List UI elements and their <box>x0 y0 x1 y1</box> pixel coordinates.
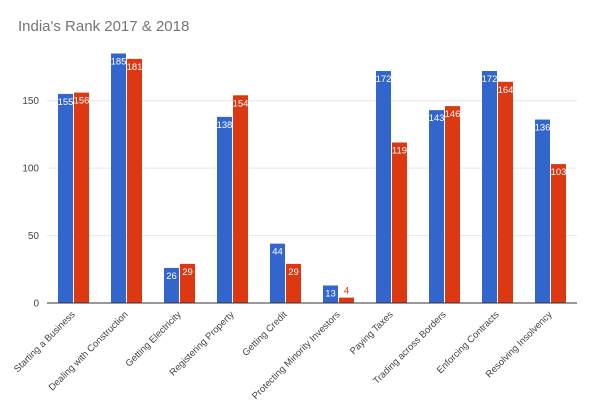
data-label: 146 <box>445 109 461 120</box>
data-label: 154 <box>233 98 249 109</box>
bar <box>535 119 550 303</box>
data-label: 136 <box>535 123 551 134</box>
data-label: 156 <box>74 96 90 107</box>
chart-title: India's Rank 2017 & 2018 <box>18 18 190 35</box>
bar <box>164 267 179 303</box>
data-label: 26 <box>166 271 177 282</box>
x-tick-label: Getting Electricity <box>124 309 184 369</box>
data-label: 172 <box>376 74 392 85</box>
bar <box>286 263 301 303</box>
data-label: 138 <box>217 120 233 131</box>
data-label: 4 <box>344 286 349 297</box>
y-tick-label: 50 <box>28 231 40 242</box>
data-label: 103 <box>551 167 567 178</box>
bar <box>551 164 566 303</box>
bar <box>445 106 460 303</box>
bar <box>233 95 248 303</box>
bar <box>498 81 513 303</box>
data-label: 44 <box>272 247 283 258</box>
bar <box>180 263 195 303</box>
bar <box>429 110 444 303</box>
data-label: 155 <box>58 97 74 108</box>
data-label: 164 <box>498 85 514 96</box>
bar <box>482 71 497 304</box>
y-tick-label: 0 <box>33 299 39 310</box>
data-label: 29 <box>288 267 299 278</box>
data-label: 29 <box>182 267 193 278</box>
data-label: 13 <box>325 288 336 299</box>
x-tick-label: Paying Taxes <box>348 309 396 357</box>
bar <box>74 92 89 303</box>
data-label: 181 <box>127 62 143 73</box>
bar <box>111 53 126 303</box>
data-label: 143 <box>429 113 445 124</box>
bar <box>217 116 232 303</box>
x-tick-label: Protecting Minority Investors <box>250 309 343 402</box>
data-label: 185 <box>111 56 127 67</box>
bar <box>58 93 73 303</box>
bar <box>270 243 285 303</box>
y-tick-label: 100 <box>22 164 39 175</box>
bar <box>339 297 354 303</box>
data-label: 172 <box>482 74 498 85</box>
bar <box>127 58 142 303</box>
bar <box>376 71 391 304</box>
y-tick-label: 150 <box>22 96 39 107</box>
x-tick-label: Getting Credit <box>240 309 289 358</box>
data-label: 119 <box>392 146 407 157</box>
bar <box>323 285 338 303</box>
bar <box>392 142 407 303</box>
